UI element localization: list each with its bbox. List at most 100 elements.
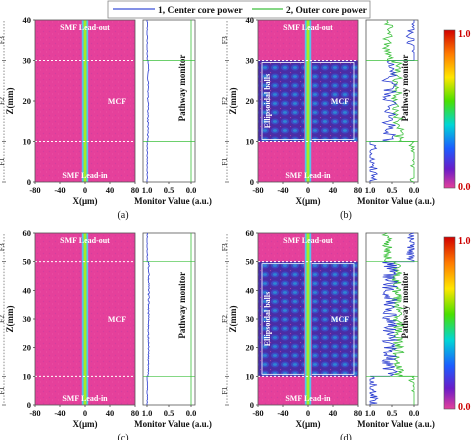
x-tick-label: 80: [354, 408, 363, 418]
monitor-tick-label: 1.0: [365, 408, 376, 418]
y-tick-label: 50: [246, 257, 255, 267]
center-core-field: [81, 233, 89, 405]
center-core-field: [81, 20, 89, 182]
x-tick-label: 0: [306, 185, 310, 195]
legend-box: [107, 0, 371, 19]
y-tick-label: 60: [246, 228, 255, 238]
x-tick-label: -80: [29, 185, 40, 195]
colorbar-bottom-max: 1.0: [458, 236, 471, 247]
y-tick-label: 50: [23, 257, 32, 267]
lead-out-label: SMF Lead-out: [283, 23, 333, 32]
panel-caption: (b): [340, 210, 352, 221]
mcf-label: MCF: [331, 315, 349, 324]
monitor-title: Pathway monitor: [400, 272, 410, 339]
y-tick-label: 30: [246, 56, 255, 66]
y-tick-label: 30: [23, 314, 32, 324]
y-tick-label: 0: [27, 177, 31, 187]
region-label: F2: [220, 97, 229, 105]
colorbar-top: 1.0 0.0: [443, 29, 471, 193]
center-core-field: [304, 20, 312, 182]
x-axis-label: X(μm): [295, 196, 320, 206]
legend-label-center: 1, Center core power: [158, 6, 243, 16]
x-tick-label: 80: [131, 185, 140, 195]
panel-3: SMF Lead-out SMF Lead-in MCF 0 10 20 30 40 50 60 -…: [0, 228, 212, 440]
y-tick-label: 40: [246, 15, 255, 25]
y-tick-label: 10: [23, 371, 32, 381]
monitor-title: Pathway monitor: [400, 55, 410, 122]
panel-4: SMF Lead-out SMF Lead-in MCF Ellipsoidal ba…: [220, 228, 435, 440]
colorbar-bottom-bar: [443, 236, 456, 410]
monitor-tick-label: 0.5: [387, 408, 398, 418]
x-axis-label: X(μm): [72, 196, 97, 206]
monitor-frame: [365, 232, 419, 406]
y-axis-label: Z(mm): [228, 306, 238, 333]
ellipsoidal-balls-label: Ellipsoidal balls: [263, 292, 272, 346]
monitor-tick-label: 1.0: [142, 408, 153, 418]
colorbar-bottom-min: 0.0: [458, 402, 471, 413]
y-tick-label: 20: [246, 96, 255, 106]
region-label: F3: [0, 243, 6, 251]
monitor-title: Pathway monitor: [177, 55, 187, 122]
mcf-label: MCF: [108, 97, 126, 106]
y-axis-label: Z(mm): [228, 88, 238, 115]
monitor-tick-label: 0.5: [164, 185, 175, 195]
y-tick-label: 0: [250, 177, 254, 187]
region-label: F1: [220, 158, 229, 166]
panel-1: SMF Lead-out SMF Lead-in MCF 0 10 20 30 40 -80 -4…: [0, 15, 212, 221]
colorbar-top-min: 0.0: [458, 182, 471, 193]
x-tick-label: 40: [106, 408, 115, 418]
monitor-axis-label: Monitor Value (a.u.): [357, 196, 435, 206]
region-label: F2: [0, 97, 6, 105]
x-tick-label: 40: [106, 185, 115, 195]
x-tick-label: 80: [354, 185, 363, 195]
region-label: F2: [0, 315, 6, 323]
x-tick-label: -80: [252, 185, 263, 195]
region-label: F3: [220, 36, 229, 44]
monitor-tick-label: 0.0: [186, 185, 197, 195]
lead-out-label: SMF Lead-out: [60, 236, 110, 245]
lead-out-label: SMF Lead-out: [283, 236, 333, 245]
lead-out-label: SMF Lead-out: [60, 23, 110, 32]
y-tick-label: 10: [23, 137, 32, 147]
y-tick-label: 20: [23, 96, 32, 106]
x-tick-label: 0: [306, 408, 310, 418]
y-tick-label: 30: [246, 314, 255, 324]
y-tick-label: 40: [23, 15, 32, 25]
lead-in-label: SMF Lead-in: [285, 171, 331, 180]
x-tick-label: -80: [252, 408, 263, 418]
center-core-power-trace: [368, 20, 415, 182]
lead-in-label: SMF Lead-in: [62, 394, 108, 403]
monitor-tick-label: 0.5: [387, 185, 398, 195]
region-label: F2: [220, 315, 229, 323]
y-tick-label: 20: [23, 343, 32, 353]
y-tick-label: 40: [246, 285, 255, 295]
monitor-tick-label: 0.5: [164, 408, 175, 418]
y-axis-label: Z(mm): [5, 306, 15, 333]
y-tick-label: 10: [246, 371, 255, 381]
region-label: F1: [0, 158, 6, 166]
monitor-tick-label: 0.0: [409, 408, 420, 418]
legend-label-outer: 2, Outer core power: [286, 6, 368, 16]
monitor-axis-label: Monitor Value (a.u.): [134, 196, 212, 206]
y-tick-label: 10: [246, 137, 255, 147]
y-tick-label: 0: [27, 400, 31, 410]
x-tick-label: 0: [83, 408, 87, 418]
x-tick-label: -80: [29, 408, 40, 418]
y-axis-label: Z(mm): [5, 88, 15, 115]
region-label: F3: [0, 36, 6, 44]
monitor-frame: [142, 19, 196, 183]
x-tick-label: 0: [83, 185, 87, 195]
y-tick-label: 30: [23, 56, 32, 66]
colorbar-top-max: 1.0: [458, 29, 471, 40]
monitor-axis-label: Monitor Value (a.u.): [357, 419, 435, 429]
monitor-tick-label: 0.0: [186, 408, 197, 418]
center-core-field: [304, 233, 312, 405]
y-tick-label: 0: [250, 400, 254, 410]
y-tick-label: 20: [246, 343, 255, 353]
colorbar-bottom: 1.0 0.0: [443, 236, 471, 413]
region-label: F1: [220, 386, 229, 394]
